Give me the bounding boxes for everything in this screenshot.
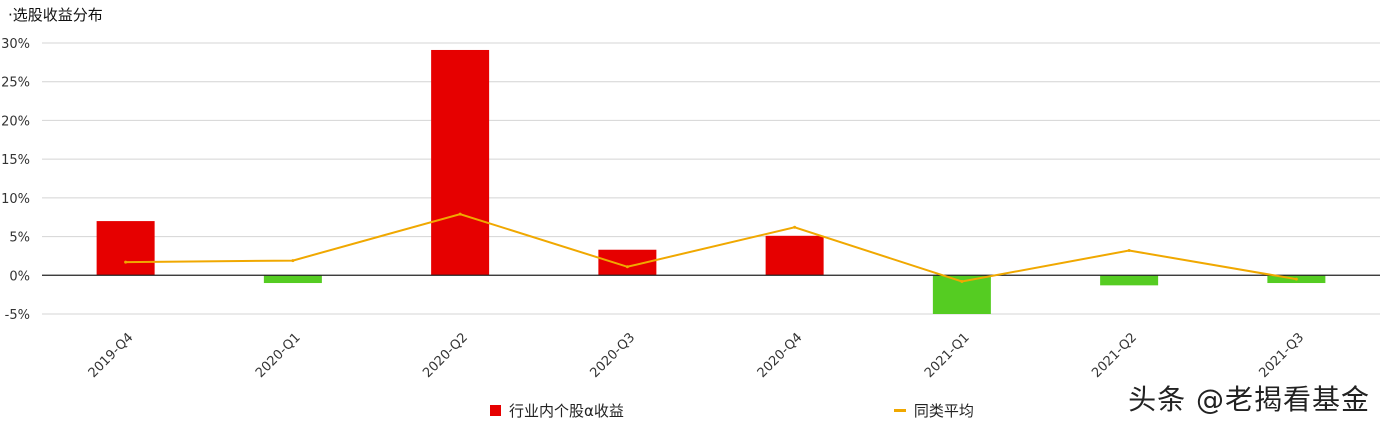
average-point-2020-Q4[interactable] xyxy=(793,225,797,229)
x-tick-label: 2021-Q2 xyxy=(1089,330,1140,381)
y-tick-label: 25% xyxy=(1,76,30,91)
y-tick-label: 30% xyxy=(1,37,30,52)
y-tick-label: 15% xyxy=(1,153,30,168)
legend-item-alpha[interactable]: 行业内个股α收益 xyxy=(490,400,624,421)
alpha-bar-2021-Q2[interactable] xyxy=(1100,275,1159,286)
y-tick-label: 0% xyxy=(9,269,30,284)
alpha-bars xyxy=(96,49,1326,314)
x-tick-label: 2021-Q3 xyxy=(1256,330,1307,381)
alpha-bar-2020-Q4[interactable] xyxy=(765,235,824,276)
legend: 行业内个股α收益 同类平均 xyxy=(490,400,1244,421)
y-axis-labels: 30% 25% 20% 15% 10% 5% 0% -5% xyxy=(1,37,30,323)
average-line xyxy=(124,212,1298,283)
alpha-bar-2020-Q1[interactable] xyxy=(263,275,322,284)
x-tick-label: 2019-Q4 xyxy=(86,330,137,381)
average-point-2020-Q2[interactable] xyxy=(458,212,462,216)
average-point-2020-Q3[interactable] xyxy=(625,265,629,269)
x-tick-label: 2020-Q2 xyxy=(420,330,471,381)
chart-title: ·选股收益分布 xyxy=(8,6,103,24)
y-tick-label: 5% xyxy=(9,231,30,246)
x-tick-label: 2020-Q1 xyxy=(253,330,304,381)
legend-swatch-average xyxy=(893,409,906,412)
y-tick-label: 10% xyxy=(1,192,30,207)
x-tick-label: 2021-Q1 xyxy=(922,330,973,381)
legend-label-alpha: 行业内个股α收益 xyxy=(509,402,624,420)
average-point-2019-Q4[interactable] xyxy=(124,260,128,264)
x-tick-label: 2020-Q4 xyxy=(755,330,806,381)
average-point-2021-Q3[interactable] xyxy=(1294,277,1298,281)
average-point-2021-Q1[interactable] xyxy=(960,279,964,283)
legend-swatch-alpha xyxy=(490,405,501,416)
y-tick-label: 20% xyxy=(1,114,30,129)
legend-item-average[interactable]: 同类平均 xyxy=(893,400,974,421)
grid-lines xyxy=(42,42,1380,315)
average-point-2021-Q2[interactable] xyxy=(1127,249,1131,253)
y-tick-label: -5% xyxy=(5,308,30,323)
alpha-bar-2020-Q2[interactable] xyxy=(431,49,490,276)
average-point-2020-Q1[interactable] xyxy=(291,259,295,263)
average-line-path xyxy=(125,213,1297,283)
legend-label-average: 同类平均 xyxy=(913,402,974,420)
x-tick-label: 2020-Q3 xyxy=(587,330,638,381)
x-axis-labels: 2019-Q4 2020-Q1 2020-Q2 2020-Q3 2020-Q4 2021-… xyxy=(86,330,1307,381)
alpha-bar-2019-Q4[interactable] xyxy=(96,221,155,276)
watermark: 头条 @老揭看基金 xyxy=(1128,383,1370,416)
